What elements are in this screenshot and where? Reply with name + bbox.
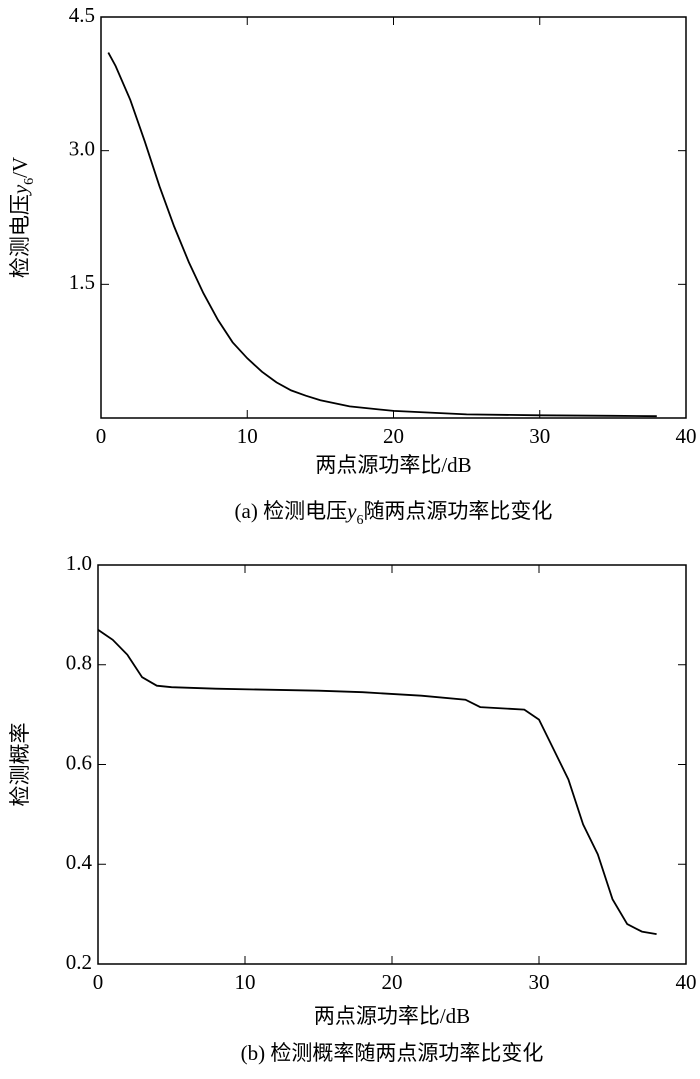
data-line [107,52,657,418]
y-axis-label-part: 检测电压 [8,194,32,278]
x-tick-label: 40 [676,424,697,448]
y-axis-label-part: /V [8,157,32,178]
x-tick-label: 10 [235,970,256,994]
y-tick-label: 0.4 [66,850,93,874]
y-tick-label: 1.5 [69,270,95,294]
x-tick-label: 20 [383,424,404,448]
y-tick-label: 0.2 [66,950,92,974]
y-tick-label: 1.0 [66,551,92,575]
caption: (a) 检测电压y6随两点源功率比变化 [235,499,553,528]
x-axis-label: 两点源功率比/dB [315,453,471,477]
y-axis-label-part: y [8,184,32,196]
y-tick-label: 0.8 [66,651,92,675]
x-tick-label: 20 [382,970,403,994]
y-axis-label: 检测电压y6/V [8,157,37,278]
caption-part: y [345,499,357,523]
x-tick-label: 0 [96,424,107,448]
x-tick-label: 40 [676,970,697,994]
plot-frame [100,16,687,419]
y-tick-label: 0.6 [66,750,92,774]
y-tick-label: 3.0 [69,136,95,160]
x-axis-label: 两点源功率比/dB [314,1004,470,1028]
caption: (b) 检测概率随两点源功率比变化 [241,1041,544,1065]
y-axis-label-part: 6 [22,178,37,185]
caption-part: 6 [356,513,363,528]
x-tick-label: 10 [237,424,258,448]
y-tick-label: 4.5 [69,3,95,27]
caption-part: 随两点源功率比变化 [363,499,552,523]
x-tick-label: 30 [529,424,550,448]
plot-frame [97,564,687,965]
x-tick-label: 0 [93,970,104,994]
caption-part: (a) 检测电压 [235,499,348,523]
data-line [97,629,657,935]
y-axis-label: 检测概率 [8,723,32,807]
x-tick-label: 30 [529,970,550,994]
